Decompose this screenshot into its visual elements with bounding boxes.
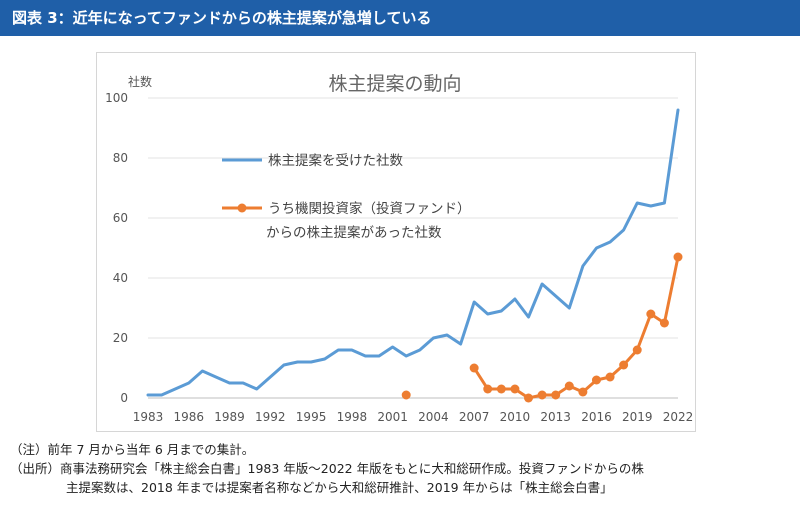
data-point xyxy=(551,390,561,400)
legend-label: うち機関投資家（投資ファンド） xyxy=(268,200,471,217)
data-point xyxy=(605,372,615,382)
legend-label: からの株主提案があった社数 xyxy=(266,224,442,241)
y-tick-label: 60 xyxy=(113,211,128,225)
x-tick-label: 1998 xyxy=(337,410,368,424)
data-point xyxy=(469,363,479,373)
note-1: （注）前年 7 月から当年 6 月までの集計。 xyxy=(10,442,255,457)
x-tick-label: 1986 xyxy=(173,410,204,424)
grid xyxy=(148,97,678,399)
x-tick-label: 1989 xyxy=(214,410,245,424)
x-tick-label: 2013 xyxy=(540,410,571,424)
x-tick-label: 1983 xyxy=(133,410,164,424)
x-tick-label: 2004 xyxy=(418,410,449,424)
data-point xyxy=(496,384,506,394)
data-point xyxy=(646,309,656,319)
y-tick-label: 20 xyxy=(113,331,128,345)
y-ticks: 0 20 40 60 80 100 xyxy=(105,91,128,405)
notes: （注）前年 7 月から当年 6 月までの集計。 （出所）商事法務研究会「株主総会… xyxy=(10,440,790,497)
note-2: （出所）商事法務研究会「株主総会白書」1983 年版～2022 年版をもとに大和… xyxy=(10,461,644,476)
y-tick-label: 100 xyxy=(105,91,128,105)
data-point xyxy=(524,393,534,403)
figure-title: 図表 3：近年になってファンドからの株主提案が急増している xyxy=(12,9,432,27)
series-line-1 xyxy=(146,108,680,397)
shareholder-proposal-chart: 株主提案の動向 社数 0 20 40 60 80 100 1983 1986 1989 1992… xyxy=(105,73,694,424)
data-point xyxy=(673,252,683,262)
data-point xyxy=(578,387,588,397)
series-points xyxy=(401,252,683,403)
y-tick-label: 80 xyxy=(113,151,128,165)
series-line-2 xyxy=(472,255,680,400)
figure-header: 図表 3：近年になってファンドからの株主提案が急増している xyxy=(0,0,800,36)
data-point xyxy=(564,381,574,391)
data-point xyxy=(591,375,601,385)
x-tick-label: 2016 xyxy=(581,410,612,424)
x-tick-label: 1995 xyxy=(296,410,327,424)
data-point xyxy=(483,384,493,394)
data-point xyxy=(659,318,669,328)
x-tick-label: 2007 xyxy=(459,410,490,424)
legend-marker xyxy=(237,203,247,213)
note-3: 主提案数は、2018 年までは提案者名称などから大和総研推計、2019 年からは… xyxy=(66,480,613,495)
y-tick-label: 40 xyxy=(113,271,128,285)
series-lines xyxy=(146,108,680,400)
x-tick-label: 2019 xyxy=(622,410,653,424)
data-point xyxy=(510,384,520,394)
y-axis-label: 社数 xyxy=(128,74,152,89)
data-point xyxy=(632,345,642,355)
x-tick-label: 1992 xyxy=(255,410,286,424)
data-point xyxy=(537,390,547,400)
chart-title: 株主提案の動向 xyxy=(328,73,461,95)
x-ticks: 1983 1986 1989 1992 1995 1998 2001 2004 2007 2010… xyxy=(133,410,694,424)
x-tick-label: 2022 xyxy=(663,410,694,424)
chart-frame xyxy=(96,52,696,432)
y-tick-label: 0 xyxy=(120,391,128,405)
data-point xyxy=(619,360,629,370)
legend-label: 株主提案を受けた社数 xyxy=(268,152,403,169)
data-point xyxy=(401,390,411,400)
x-tick-label: 2001 xyxy=(377,410,408,424)
x-tick-label: 2010 xyxy=(500,410,531,424)
